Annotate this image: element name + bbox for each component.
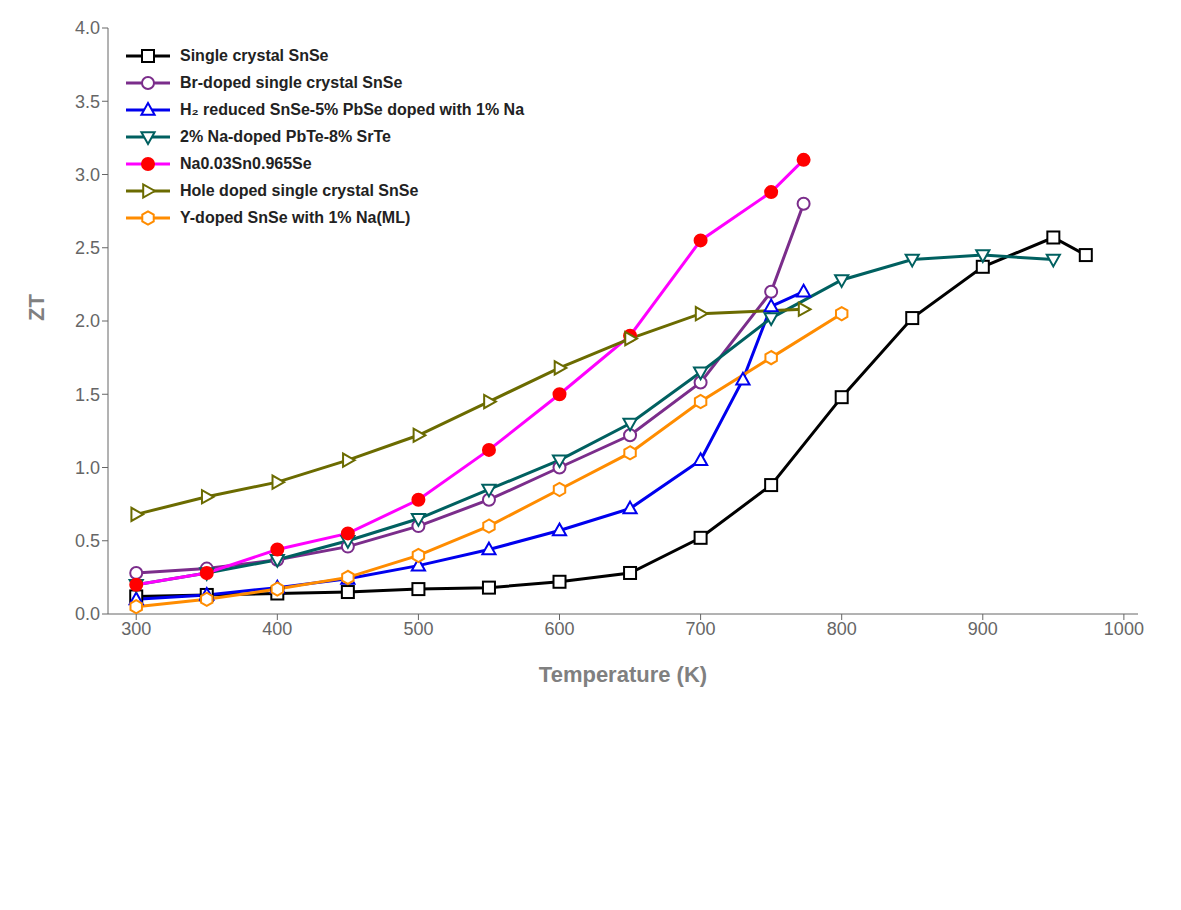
svg-text:3.5: 3.5 — [75, 92, 100, 112]
html-text:Hole doped single crystal SnSe: Hole doped single crystal SnSe — [180, 182, 419, 199]
svg-text:400: 400 — [262, 619, 292, 639]
svg-text:3.0: 3.0 — [75, 165, 100, 185]
svg-text:1000: 1000 — [1104, 619, 1144, 639]
svg-text:1.5: 1.5 — [75, 385, 100, 405]
svg-text:500: 500 — [403, 619, 433, 639]
svg-text:800: 800 — [827, 619, 857, 639]
svg-text:300: 300 — [121, 619, 151, 639]
html-text:Br-doped single crystal SnSe: Br-doped single crystal SnSe — [180, 74, 403, 91]
html-text:Y-doped SnSe with 1% Na(ML): Y-doped SnSe with 1% Na(ML) — [180, 209, 411, 226]
svg-text:0.5: 0.5 — [75, 531, 100, 551]
html-text:Na0.03Sn0.965Se: Na0.03Sn0.965Se — [180, 155, 312, 172]
svg-text:900: 900 — [968, 619, 998, 639]
svg-text:2.5: 2.5 — [75, 238, 100, 258]
svg-text:2.0: 2.0 — [75, 311, 100, 331]
svg-text:600: 600 — [544, 619, 574, 639]
svg-text:0.0: 0.0 — [75, 604, 100, 624]
svg-text:1.0: 1.0 — [75, 458, 100, 478]
html-text:H₂ reduced SnSe-5% PbSe doped: H₂ reduced SnSe-5% PbSe doped with 1% Na — [180, 101, 525, 118]
svg-text:Temperature (K): Temperature (K) — [539, 662, 707, 687]
svg-text:ZT: ZT — [24, 294, 49, 321]
svg-text:700: 700 — [686, 619, 716, 639]
svg-text:4.0: 4.0 — [75, 18, 100, 38]
html-text:2% Na-doped PbTe-8% SrTe: 2% Na-doped PbTe-8% SrTe — [180, 128, 391, 145]
html-text:Single crystal SnSe: Single crystal SnSe — [180, 47, 329, 64]
